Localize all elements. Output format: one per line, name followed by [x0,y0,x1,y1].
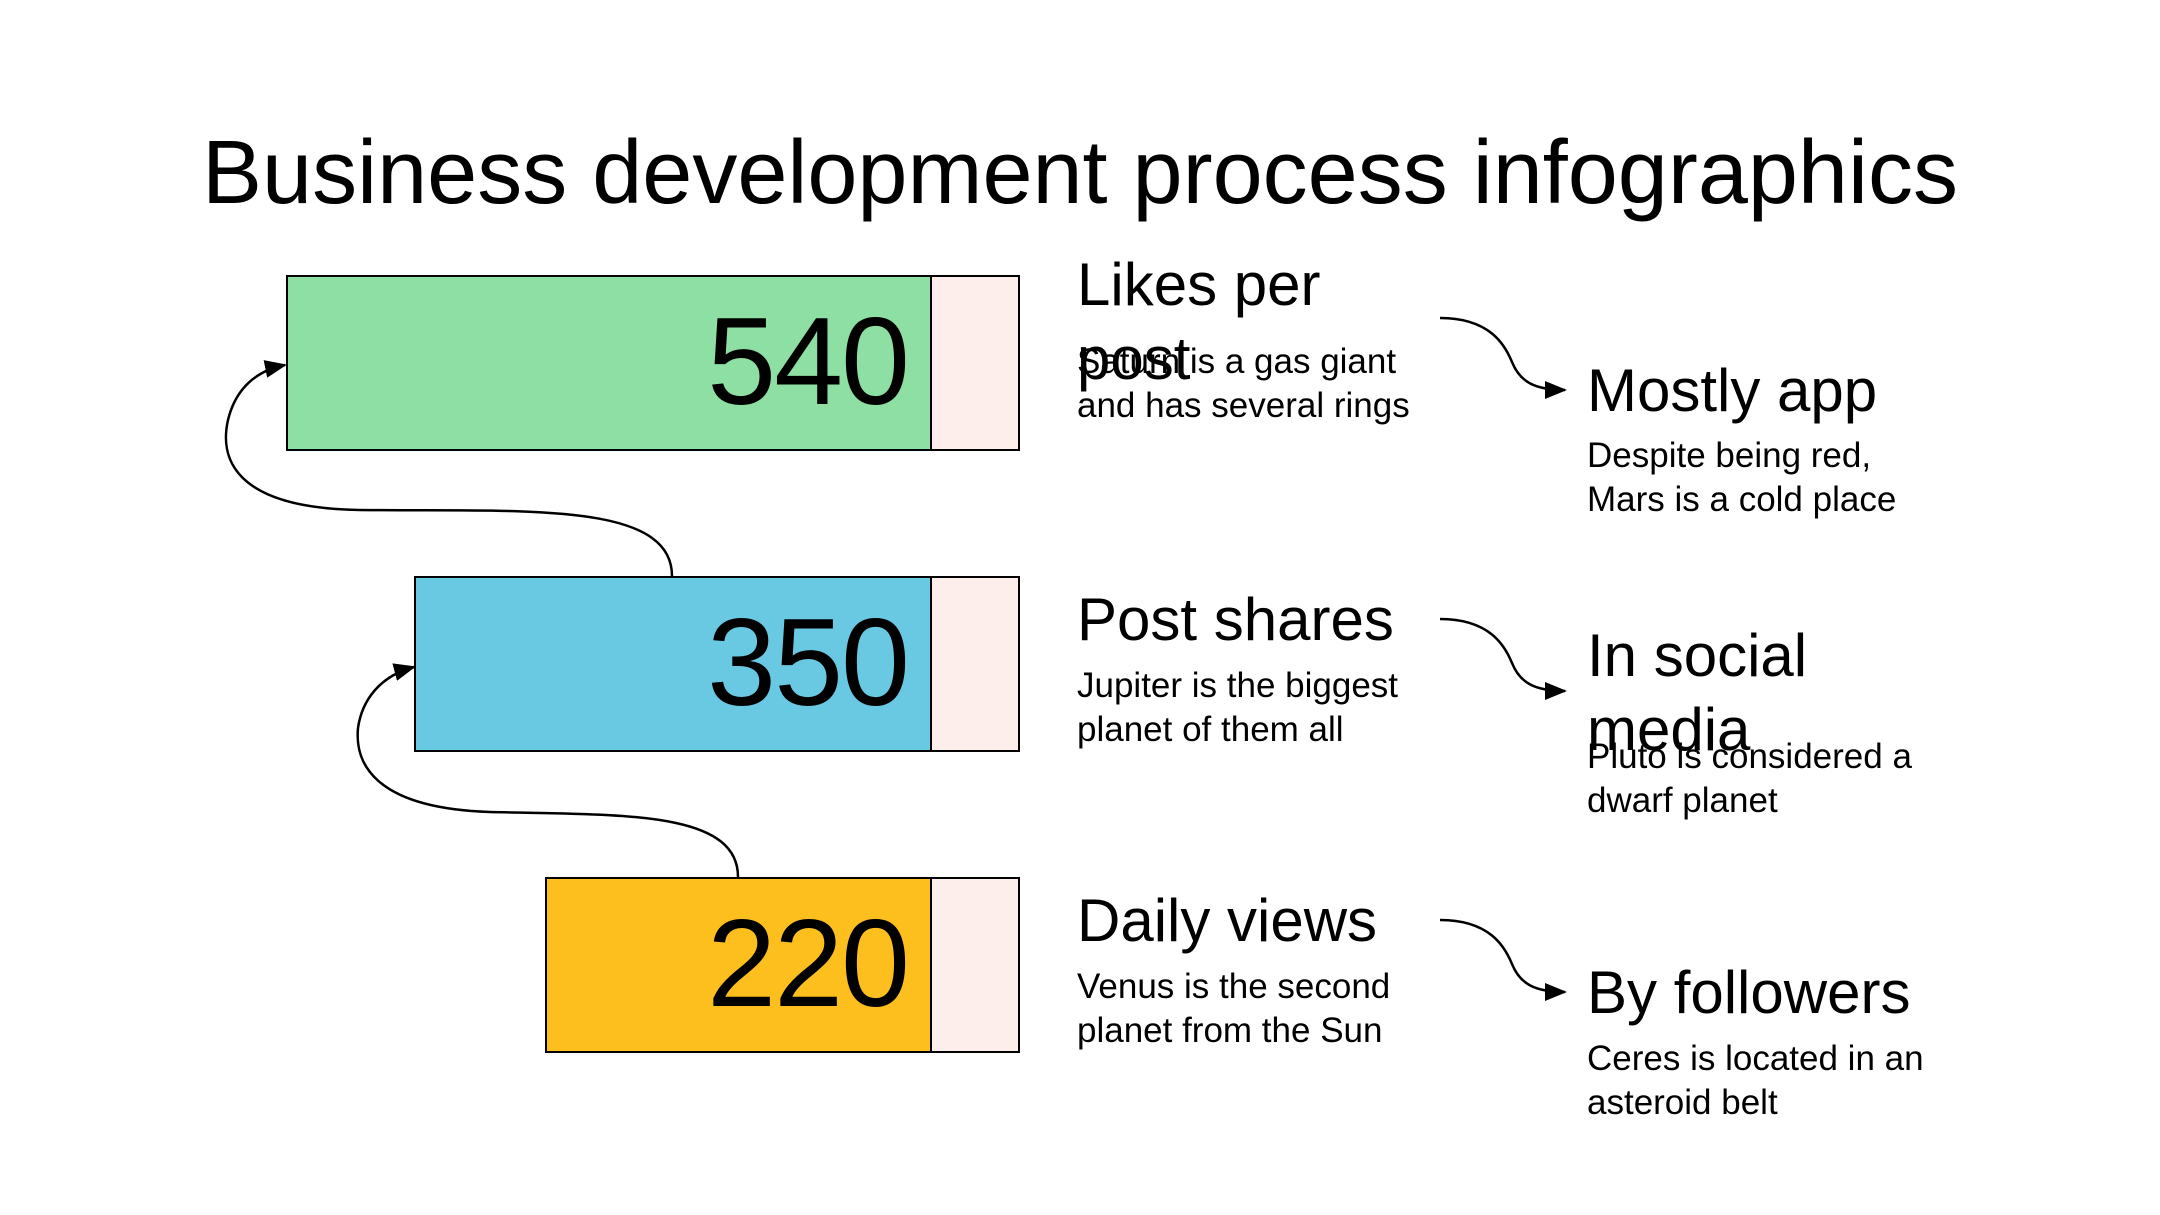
metric-description-3: Venus is the second planet from the Sun [1077,967,1391,1050]
metric-bar-1: 540 [286,275,932,451]
outcome-heading-1: Mostly app [1587,357,1878,424]
metric-heading-3: Daily views [1077,887,1378,954]
outcome-arrow-2 [1439,617,1567,700]
metric-bar-2: 350 [414,576,932,752]
outcome-arrow-3 [1439,918,1567,1001]
metric-description-2: Jupiter is the biggest planet of them al… [1077,666,1399,749]
metric-tab-2 [930,576,1020,752]
metric-tab-3 [930,877,1020,1053]
outcome-description-3: Ceres is located in an asteroid belt [1587,1039,1924,1122]
outcome-description-1: Despite being red, Mars is a cold place [1587,436,1897,519]
metric-heading-1: Likes per post [1077,251,1321,392]
metric-value-1: 540 [707,293,910,431]
metric-tab-1 [930,275,1020,451]
outcome-description-2: Pluto is considered a dwarf planet [1587,737,1912,820]
outcome-heading-3: By followers [1587,959,1911,1026]
outcome-arrow-1 [1439,316,1567,399]
slide-title: Business development process infographic… [202,123,1958,223]
metric-heading-2: Post shares [1077,586,1394,653]
metric-value-3: 220 [707,895,910,1033]
metric-bar-3: 220 [545,877,932,1053]
metric-description-1: Saturn is a gas giant and has several ri… [1077,342,1410,425]
outcome-heading-2: In social media [1587,622,1808,763]
metric-value-2: 350 [707,594,910,732]
